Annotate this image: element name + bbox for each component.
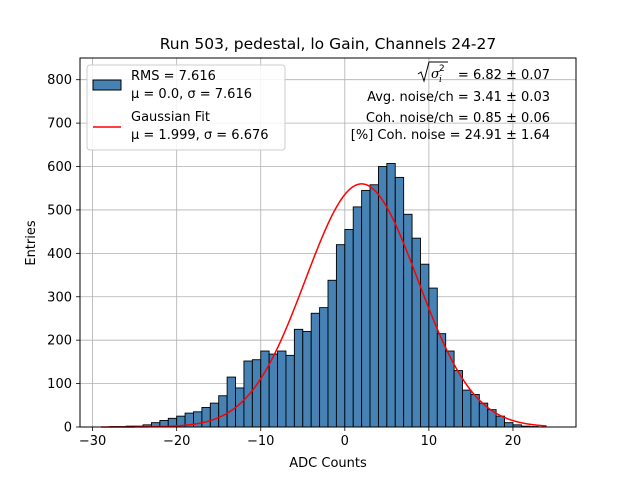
y-tick-label: 300	[47, 290, 72, 305]
histogram-bar	[352, 206, 363, 428]
sigma-superscript: 2	[439, 64, 445, 74]
histogram-bar	[369, 184, 379, 428]
histogram-bar	[293, 328, 304, 428]
legend-histogram-swatch	[92, 79, 122, 91]
x-tick-label: −20	[163, 434, 190, 449]
histogram-bar	[335, 244, 346, 428]
legend-fit-label: Gaussian Fit	[131, 110, 210, 125]
histogram-bar	[504, 422, 514, 428]
histogram-bar	[361, 189, 371, 428]
y-axis-ticks: 0 100 200 300 400 500 600 700 800	[47, 73, 80, 436]
histogram-bar	[268, 353, 279, 428]
x-tick-label: −10	[247, 434, 274, 449]
coh-noise-label: Coh. noise/ch = 0.85 ± 0.06	[366, 111, 550, 126]
y-tick-label: 700	[47, 117, 72, 132]
y-tick-label: 400	[47, 247, 72, 262]
x-tick-label: −30	[79, 434, 106, 449]
histogram-bar	[428, 287, 438, 428]
y-tick-label: 600	[47, 160, 72, 175]
histogram-bar	[436, 333, 447, 428]
histogram-bar	[453, 370, 463, 428]
y-tick-label: 0	[64, 421, 72, 436]
sigma-symbol: σ	[431, 67, 441, 82]
sigma-subscript: i	[439, 75, 442, 85]
histogram-bar	[277, 350, 287, 428]
x-tick-label: 10	[421, 434, 438, 449]
histogram-bar	[327, 279, 337, 428]
y-tick-label: 800	[47, 73, 72, 88]
legend-box	[86, 64, 286, 151]
chart-title: Run 503, pedestal, lo Gain, Channels 24-…	[160, 35, 497, 53]
legend-fit-params: μ = 1.999, σ = 6.676	[131, 128, 269, 143]
y-tick-label: 200	[47, 334, 72, 349]
histogram-bar	[302, 331, 312, 428]
histogram-bar	[201, 407, 211, 428]
histogram-bar	[285, 354, 295, 428]
pct-coh-noise-label: [%] Coh. noise = 24.91 ± 1.64	[351, 128, 550, 143]
histogram-bar	[251, 359, 262, 428]
plot-frame	[79, 57, 577, 428]
histogram-bar	[260, 350, 270, 428]
histogram-bar	[209, 402, 220, 428]
legend-histogram-params: μ = 0.0, σ = 7.616	[131, 87, 252, 102]
legend: RMS = 7.616 μ = 0.0, σ = 7.616 Gaussian …	[86, 64, 286, 151]
x-tick-label: 0	[341, 434, 349, 449]
y-tick-label: 100	[47, 377, 72, 392]
histogram-bar	[344, 229, 354, 428]
noise-annotations: σ 2 i = 6.82 ± 0.07 Avg. noise/ch = 3.41…	[351, 61, 550, 143]
histogram-bar	[495, 415, 505, 428]
x-axis-ticks: −30 −20 −10 0 10 20	[79, 427, 521, 449]
y-tick-label: 500	[47, 203, 72, 218]
histogram-bar	[319, 307, 329, 428]
avg-noise-label: Avg. noise/ch = 3.41 ± 0.03	[367, 90, 550, 105]
histogram-bar	[310, 312, 321, 428]
histogram-bar	[462, 389, 472, 428]
sigma-value: = 6.82 ± 0.07	[458, 68, 550, 83]
y-axis-label: Entries	[24, 220, 39, 266]
sqrt-symbol	[417, 61, 448, 83]
histogram-bar	[218, 395, 228, 428]
sigma-formula: σ 2 i	[417, 61, 448, 85]
x-tick-label: 20	[505, 434, 522, 449]
histogram-bar	[394, 176, 405, 428]
x-axis-label: ADC Counts	[289, 456, 367, 471]
histogram-bar	[226, 376, 236, 428]
histogram-bar	[243, 360, 253, 428]
histogram-bar	[386, 163, 396, 428]
legend-histogram-rms: RMS = 7.616	[131, 69, 216, 84]
gaussian-fit-line	[101, 183, 547, 428]
